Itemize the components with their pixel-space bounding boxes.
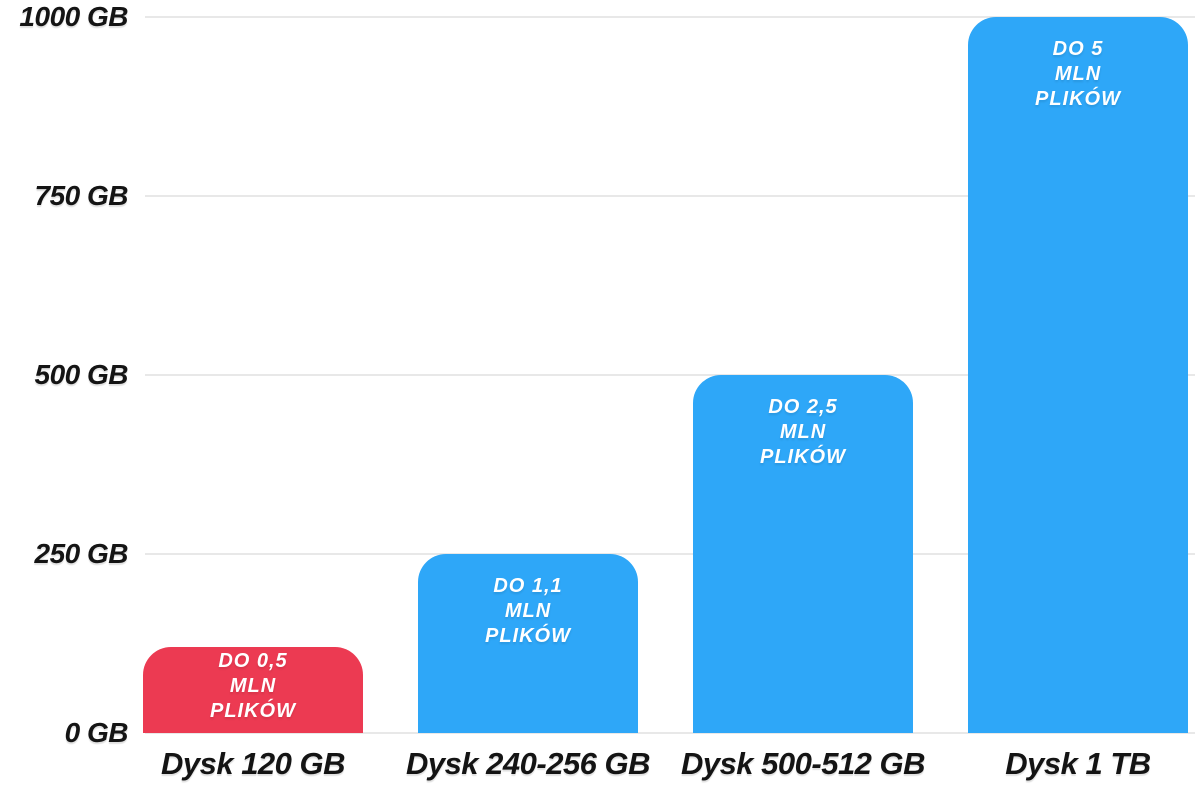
bar-value-label: DO 1,1 MLN PLIKÓW <box>418 554 638 649</box>
bar-value-label-line: PLIKÓW <box>1035 88 1121 110</box>
gridline <box>145 16 1195 18</box>
gridline <box>145 195 1195 197</box>
bar-value-label-line: DO 1,1 <box>493 575 563 597</box>
y-axis-tick-label: 1000 GB <box>19 1 128 32</box>
x-axis-category-label: Dysk 1 TB <box>1005 746 1151 781</box>
bar-value-label-line: DO 0,5 <box>218 650 288 673</box>
y-axis-tick-label: 750 GB <box>34 180 129 211</box>
x-axis-category-label: Dysk 500-512 GB <box>680 746 926 781</box>
bar-value-label-line: PLIKÓW <box>485 625 571 647</box>
bar: DO 5 MLN PLIKÓW <box>968 17 1188 733</box>
x-axis-category-label: Dysk 240-256 GB <box>405 746 651 781</box>
bar-value-label-line: MLN <box>504 600 552 622</box>
y-axis-tick-label: 500 GB <box>34 359 129 390</box>
bar-value-label-line: PLIKÓW <box>760 446 846 468</box>
y-axis-tick-label: 0 GB <box>64 717 129 748</box>
bar-value-label: DO 2,5 MLN PLIKÓW <box>693 375 913 470</box>
bar-value-label-line: PLIKÓW <box>210 700 296 723</box>
x-axis-category-label: Dysk 120 GB <box>160 746 346 781</box>
bar: DO 0,5 MLN PLIKÓW <box>143 647 363 733</box>
bar: DO 1,1 MLN PLIKÓW <box>418 554 638 733</box>
bar-value-label-line: MLN <box>1054 63 1102 85</box>
bar-value-label-line: MLN <box>229 675 277 698</box>
gridline <box>145 374 1195 376</box>
bar-value-label: DO 5 MLN PLIKÓW <box>968 17 1188 112</box>
bar: DO 2,5 MLN PLIKÓW <box>693 375 913 733</box>
bar-value-label-line: DO 2,5 <box>768 396 838 418</box>
bar-value-label: DO 0,5 MLN PLIKÓW <box>143 647 363 724</box>
gridline <box>145 553 1195 555</box>
gridline <box>145 732 1195 734</box>
y-axis-tick-label: 250 GB <box>34 538 129 569</box>
bar-value-label-line: MLN <box>779 421 827 443</box>
bar-value-label-line: DO 5 <box>1052 38 1104 60</box>
